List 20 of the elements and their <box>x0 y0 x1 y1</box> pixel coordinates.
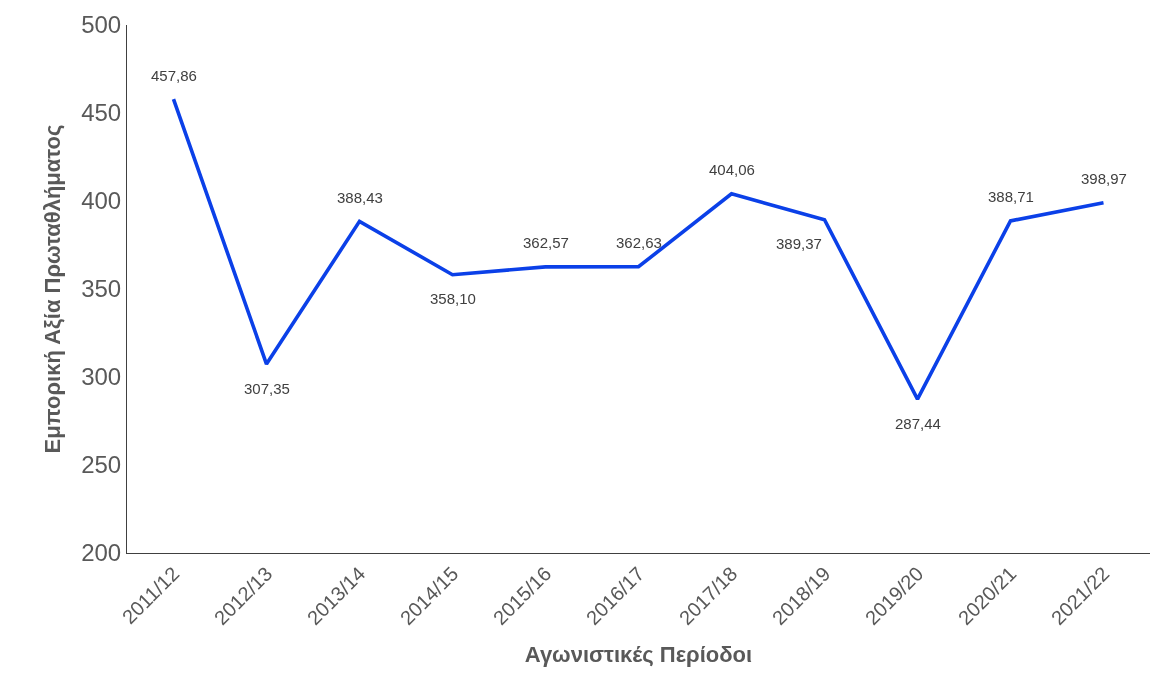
y-axis-title: Εμπορική Αξία Πρωταθλήματος <box>39 124 65 454</box>
x-axis-title: Αγωνιστικές Περίοδοι <box>524 641 753 667</box>
data-label: 287,44 <box>895 415 941 432</box>
data-label: 362,57 <box>523 234 569 251</box>
y-tick-label: 250 <box>81 451 122 479</box>
data-label: 388,43 <box>337 189 383 206</box>
y-tick-label: 350 <box>81 275 122 303</box>
y-tick-label: 300 <box>81 363 122 391</box>
data-label: 307,35 <box>244 380 290 397</box>
y-tick-label: 450 <box>81 99 122 127</box>
data-label: 388,71 <box>988 188 1034 205</box>
data-label: 398,97 <box>1081 170 1127 187</box>
data-label: 457,86 <box>151 67 197 84</box>
y-tick-label: 200 <box>81 539 122 567</box>
y-tick-label: 500 <box>81 11 122 39</box>
y-tick-label: 400 <box>81 187 122 215</box>
data-label: 389,37 <box>776 235 822 252</box>
data-label: 404,06 <box>709 161 755 178</box>
data-label: 358,10 <box>430 290 476 307</box>
data-label: 362,63 <box>616 234 662 251</box>
